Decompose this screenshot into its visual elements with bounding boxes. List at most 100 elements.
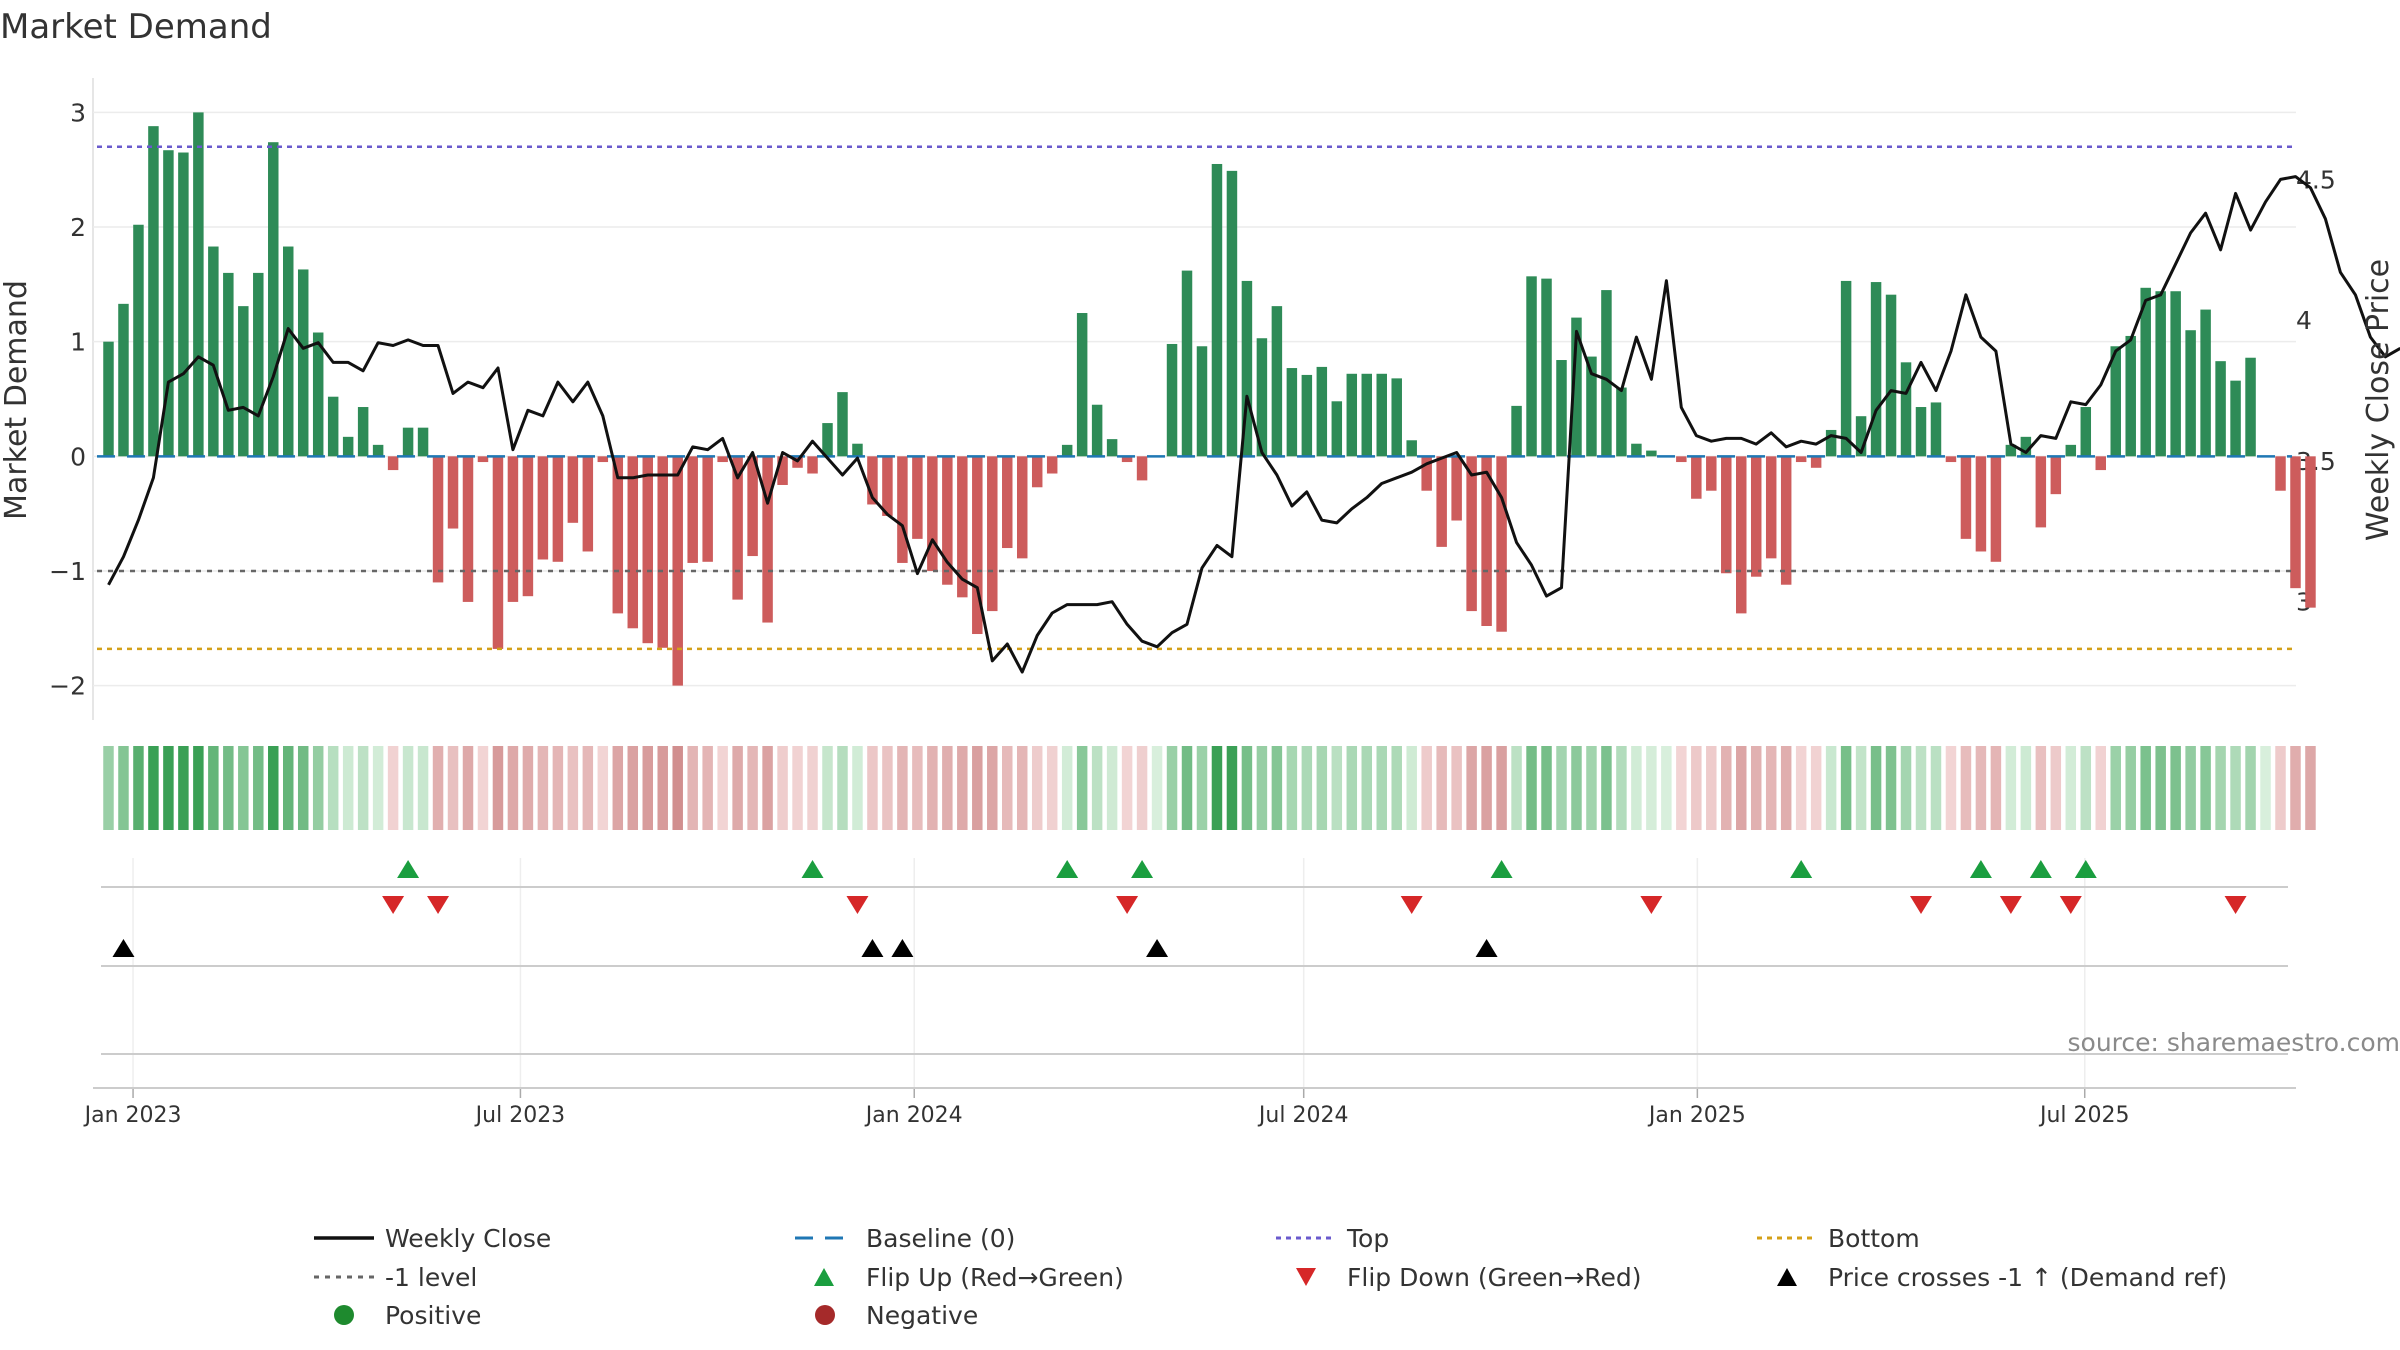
- heat-cell: [387, 746, 399, 830]
- demand-bar-positive: [163, 150, 174, 457]
- demand-bar-positive: [2125, 335, 2136, 457]
- heat-cell: [1586, 746, 1597, 830]
- demand-bar-negative: [717, 456, 728, 463]
- demand-bar-negative: [1451, 456, 1462, 521]
- heat-cell: [1376, 746, 1387, 830]
- flip-up-marker: [1790, 860, 1813, 878]
- demand-bar-negative: [2095, 456, 2106, 471]
- flip-down-marker: [382, 896, 405, 914]
- heat-cell: [1945, 746, 1957, 830]
- demand-bar-negative: [1765, 456, 1777, 559]
- demand-bar-positive: [1061, 444, 1073, 457]
- heat-cell: [2125, 746, 2136, 830]
- heat-cell: [1016, 746, 1028, 830]
- heat-cell: [2140, 746, 2151, 830]
- heat-cell: [927, 746, 938, 830]
- demand-bar-negative: [2035, 456, 2047, 528]
- heat-cell: [642, 746, 653, 830]
- x-gridlines: [132, 858, 2086, 1098]
- legend-label-positive: Positive: [385, 1301, 481, 1330]
- demand-bar-positive: [1631, 443, 1642, 457]
- heat-cell: [1361, 746, 1373, 830]
- demand-bar-positive: [1391, 378, 1402, 457]
- chart-title: Market Demand: [0, 7, 272, 47]
- demand-bar-positive: [1556, 360, 1567, 457]
- demand-bar-negative: [1421, 456, 1432, 491]
- y-tick-labels-right: 4.543.53: [2296, 165, 2336, 616]
- heat-cell: [1421, 746, 1432, 830]
- heat-cell: [1331, 746, 1343, 830]
- demand-bar-positive: [2155, 291, 2166, 457]
- heat-cell: [2185, 746, 2196, 830]
- demand-bar-negative: [2290, 456, 2301, 589]
- heat-cell: [1885, 746, 1897, 830]
- heat-cell: [1765, 746, 1777, 830]
- demand-bar-negative: [1691, 456, 1702, 499]
- heat-cell: [2230, 746, 2241, 830]
- signal-rows: Jan 2023 Jul 2023 Jan 2024 Jul 2024 Jan 2025…: [83, 858, 2400, 1128]
- heat-cell: [1106, 746, 1118, 830]
- heat-cell: [1975, 746, 1987, 830]
- legend-swatch-negative: [815, 1305, 835, 1325]
- legend-item-baseline: Baseline (0): [795, 1224, 1015, 1253]
- demand-bar-negative: [447, 456, 459, 529]
- demand-bar-positive: [417, 427, 429, 457]
- y-tick-label-right: 3.5: [2296, 447, 2336, 476]
- demand-bar-positive: [1271, 306, 1283, 457]
- price-cross-marker: [1475, 939, 1498, 957]
- legend-swatch-flip-up: [814, 1268, 834, 1286]
- demand-bar-positive: [852, 443, 863, 457]
- demand-bar-positive: [837, 392, 848, 457]
- demand-bar-positive: [193, 112, 204, 457]
- price-cross-marker: [861, 939, 884, 957]
- heat-cell: [1271, 746, 1283, 830]
- demand-heat-strip: [103, 746, 2316, 830]
- heat-cell: [223, 746, 234, 830]
- source-watermark: source: sharemaestro.com: [2068, 1028, 2400, 1057]
- demand-bar-negative: [507, 456, 519, 602]
- heat-cell: [402, 746, 414, 830]
- demand-bar-negative: [2050, 456, 2062, 495]
- legend-item-price-cross: Price crosses -1 ↑ (Demand ref): [1777, 1263, 2227, 1292]
- demand-bar-negative: [1795, 456, 1807, 463]
- heat-cell: [1661, 746, 1672, 830]
- demand-bar-positive: [1406, 440, 1417, 457]
- heat-cell: [957, 746, 968, 830]
- legend-label-top: Top: [1346, 1224, 1389, 1253]
- demand-bar-positive: [2185, 330, 2196, 457]
- heat-cell: [1780, 746, 1792, 830]
- demand-bar-negative: [882, 456, 893, 516]
- heat-cell: [2200, 746, 2211, 830]
- heat-cell: [1511, 746, 1522, 830]
- demand-bar-positive: [268, 142, 279, 457]
- heat-cell: [897, 746, 908, 830]
- demand-bar-positive: [1526, 276, 1537, 457]
- heat-cell: [552, 746, 564, 830]
- heat-cell: [1481, 746, 1492, 830]
- heat-cell: [2305, 746, 2316, 830]
- heat-cell: [537, 746, 549, 830]
- demand-bar-positive: [372, 444, 384, 457]
- heat-cell: [1900, 746, 1912, 830]
- demand-bar-positive: [1616, 387, 1627, 457]
- demand-bar-negative: [732, 456, 743, 600]
- reference-lines: [97, 145, 2292, 651]
- y-tick-label-left: 3: [70, 98, 86, 127]
- legend-swatch-positive: [334, 1305, 354, 1325]
- legend: Weekly Close -1 level Positive Baseline …: [314, 1224, 2227, 1330]
- x-tick-label: Jan 2023: [83, 1103, 182, 1128]
- heat-cell: [1046, 746, 1058, 830]
- demand-bar-positive: [1331, 401, 1343, 457]
- demand-bar-negative: [552, 456, 564, 562]
- demand-bar-positive: [2065, 444, 2077, 457]
- flip-down-marker: [1116, 896, 1139, 914]
- demand-bar-negative: [1960, 456, 1972, 539]
- demand-bar-negative: [702, 456, 713, 562]
- demand-bar-positive: [1196, 346, 1208, 457]
- flip-down-marker: [1400, 896, 1423, 914]
- heat-cell: [732, 746, 743, 830]
- heat-cell: [627, 746, 639, 830]
- heat-cell: [852, 746, 863, 830]
- heat-cell: [1316, 746, 1328, 830]
- heat-cell: [687, 746, 698, 830]
